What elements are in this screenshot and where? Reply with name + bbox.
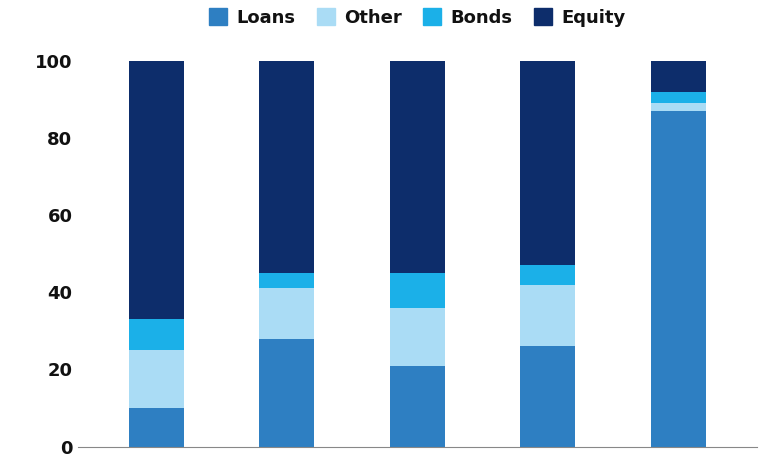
Bar xyxy=(651,92,706,103)
Bar xyxy=(390,366,445,446)
Bar xyxy=(520,285,575,346)
Bar xyxy=(520,61,575,266)
Bar xyxy=(651,103,706,111)
Bar xyxy=(129,408,184,446)
Bar xyxy=(651,111,706,446)
Bar xyxy=(260,61,314,273)
Bar xyxy=(260,338,314,446)
Bar xyxy=(129,61,184,319)
Bar xyxy=(520,346,575,446)
Legend: Loans, Other, Bonds, Equity: Loans, Other, Bonds, Equity xyxy=(209,8,626,27)
Bar xyxy=(390,61,445,273)
Bar xyxy=(260,273,314,289)
Bar xyxy=(390,273,445,308)
Bar xyxy=(129,350,184,408)
Bar xyxy=(260,289,314,338)
Bar xyxy=(651,61,706,92)
Bar xyxy=(520,266,575,285)
Bar xyxy=(129,319,184,350)
Bar xyxy=(390,308,445,366)
